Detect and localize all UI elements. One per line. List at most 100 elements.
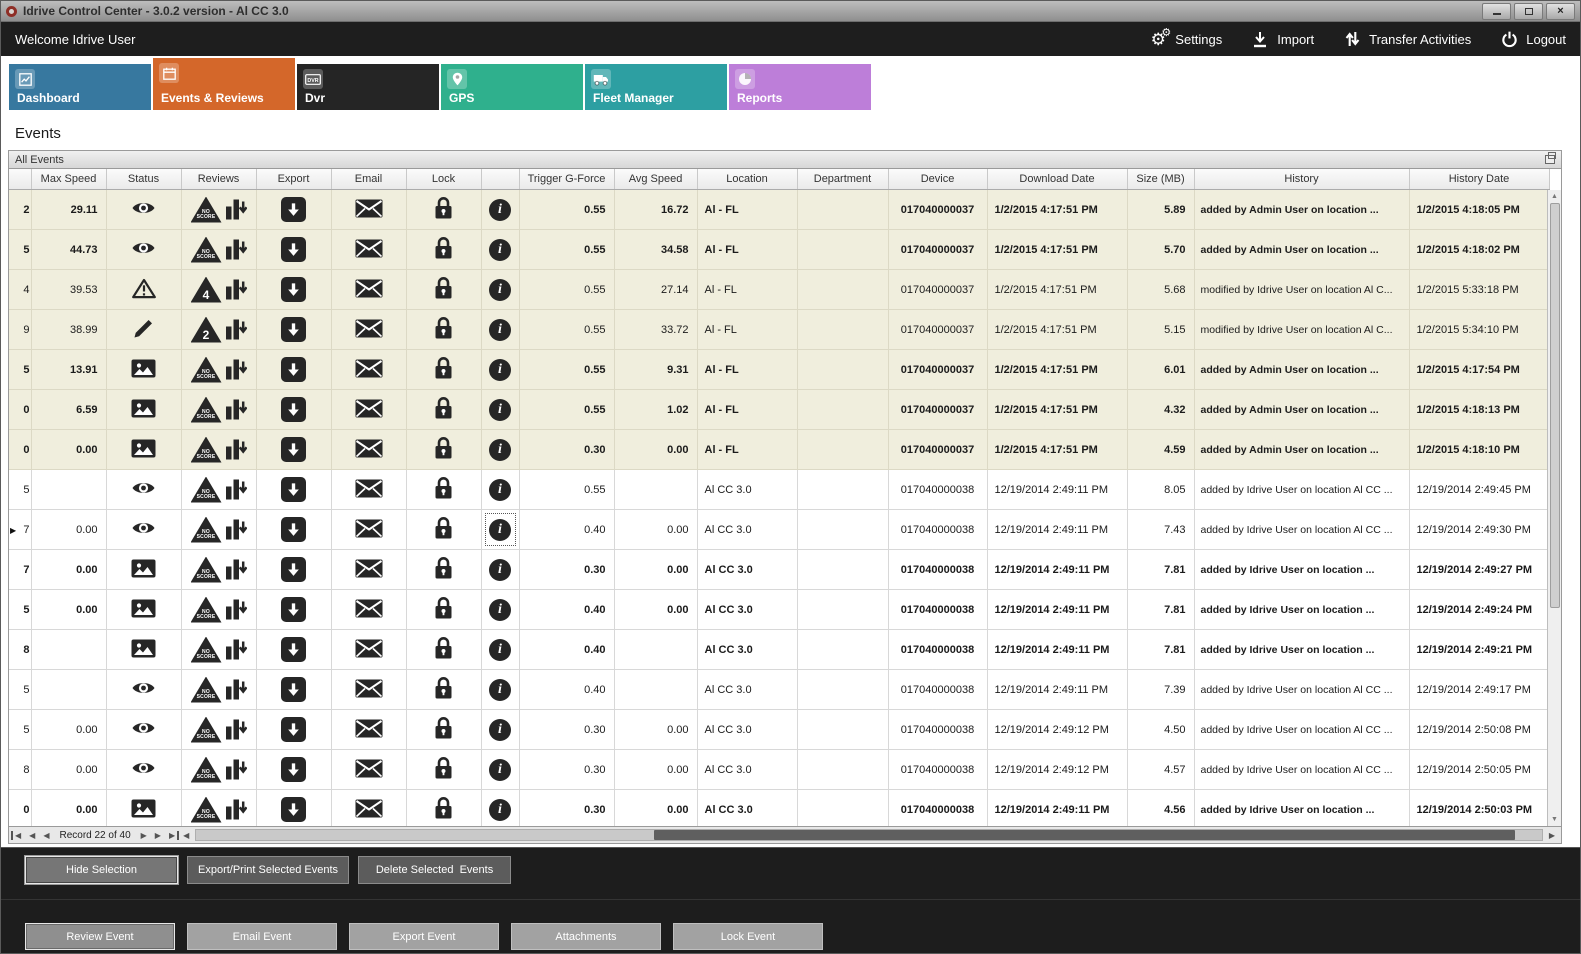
row-selector-cell[interactable]: ▶ bbox=[9, 429, 18, 470]
column-header-download-date[interactable]: Download Date bbox=[987, 169, 1128, 190]
lock-icon[interactable] bbox=[434, 196, 453, 223]
cell-history[interactable]: added by Idrive User on location Al CC .… bbox=[1194, 749, 1410, 790]
cell-info[interactable]: i bbox=[481, 309, 520, 350]
row-selector-cell[interactable]: ▶ bbox=[9, 269, 18, 310]
cell-history[interactable]: added by Idrive User on location ... bbox=[1194, 629, 1410, 670]
column-header-status[interactable]: Status bbox=[106, 169, 182, 190]
cell-export[interactable] bbox=[256, 309, 332, 350]
cell-info[interactable]: i bbox=[481, 549, 520, 590]
cell-email[interactable] bbox=[331, 509, 407, 550]
cell-lock[interactable] bbox=[406, 189, 482, 230]
cell-lock[interactable] bbox=[406, 469, 482, 510]
email-envelope-icon[interactable] bbox=[355, 559, 383, 581]
cell-department[interactable] bbox=[797, 709, 889, 750]
row-selector-cell[interactable]: ▶ bbox=[9, 349, 18, 390]
cell-email[interactable] bbox=[331, 709, 407, 750]
row-selector-cell[interactable]: ▶ bbox=[9, 789, 18, 826]
cell-lock[interactable] bbox=[406, 509, 482, 550]
column-header-size-mb[interactable]: Size (MB) bbox=[1127, 169, 1195, 190]
lock-icon[interactable] bbox=[434, 276, 453, 303]
column-header-reviews[interactable]: Reviews bbox=[181, 169, 257, 190]
info-icon[interactable]: i bbox=[489, 438, 511, 461]
info-icon[interactable]: i bbox=[489, 518, 511, 541]
cell-status[interactable] bbox=[106, 429, 182, 470]
cell-trigger-g-force[interactable]: 0.30 bbox=[519, 749, 615, 790]
cell-department[interactable] bbox=[797, 389, 889, 430]
import-button[interactable]: Import bbox=[1250, 30, 1314, 48]
cell-department[interactable] bbox=[797, 229, 889, 270]
cell-max-speed[interactable]: 0.00 bbox=[31, 509, 107, 550]
cell-lock[interactable] bbox=[406, 669, 482, 710]
scroll-down-icon[interactable]: ▼ bbox=[1551, 816, 1558, 823]
cell-download-date[interactable]: 1/2/2015 4:17:51 PM bbox=[987, 309, 1128, 350]
lock-icon[interactable] bbox=[434, 356, 453, 383]
cell-id-fragment[interactable]: 8 bbox=[18, 749, 32, 790]
restore-panel-icon[interactable] bbox=[1545, 152, 1556, 164]
cell-trigger-g-force[interactable]: 0.55 bbox=[519, 189, 615, 230]
email-envelope-icon[interactable] bbox=[355, 359, 383, 381]
cell-history[interactable]: added by Idrive User on location Al CC .… bbox=[1194, 709, 1410, 750]
cell-trigger-g-force[interactable]: 0.55 bbox=[519, 469, 615, 510]
info-icon[interactable]: i bbox=[489, 598, 511, 621]
cell-id-fragment[interactable]: 2 bbox=[18, 189, 32, 230]
cell-department[interactable] bbox=[797, 789, 889, 826]
cell-lock[interactable] bbox=[406, 589, 482, 630]
cell-info[interactable]: i bbox=[481, 189, 520, 230]
cell-device[interactable]: 017040000037 bbox=[888, 269, 988, 310]
cell-export[interactable] bbox=[256, 269, 332, 310]
export-icon[interactable] bbox=[281, 597, 306, 622]
cell-download-date[interactable]: 12/19/2014 2:49:11 PM bbox=[987, 589, 1128, 630]
cell-download-date[interactable]: 12/19/2014 2:49:11 PM bbox=[987, 629, 1128, 670]
cell-info[interactable]: i bbox=[481, 589, 520, 630]
cell-status[interactable] bbox=[106, 189, 182, 230]
cell-id-fragment[interactable]: 5 bbox=[18, 349, 32, 390]
export-icon[interactable] bbox=[281, 437, 306, 462]
cell-id-fragment[interactable]: 7 bbox=[18, 509, 32, 550]
transfer-activities-button[interactable]: Transfer Activities bbox=[1342, 30, 1471, 48]
cell-lock[interactable] bbox=[406, 389, 482, 430]
row-selector-cell[interactable]: ▶ bbox=[9, 589, 18, 630]
cell-history-date[interactable]: 12/19/2014 2:49:27 PM bbox=[1409, 549, 1550, 590]
cell-trigger-g-force[interactable]: 0.40 bbox=[519, 589, 615, 630]
cell-download-date[interactable]: 12/19/2014 2:49:11 PM bbox=[987, 509, 1128, 550]
cell-max-speed[interactable]: 44.73 bbox=[31, 229, 107, 270]
cell-info[interactable]: i bbox=[481, 509, 520, 550]
cell-size-mb[interactable]: 4.57 bbox=[1127, 749, 1195, 790]
cell-department[interactable] bbox=[797, 629, 889, 670]
cell-info[interactable]: i bbox=[481, 389, 520, 430]
cell-department[interactable] bbox=[797, 749, 889, 790]
cell-reviews[interactable]: NO SCORE bbox=[181, 429, 257, 470]
cell-download-date[interactable]: 1/2/2015 4:17:51 PM bbox=[987, 389, 1128, 430]
cell-email[interactable] bbox=[331, 629, 407, 670]
cell-device[interactable]: 017040000038 bbox=[888, 629, 988, 670]
cell-status[interactable] bbox=[106, 789, 182, 826]
cell-status[interactable] bbox=[106, 509, 182, 550]
cell-status[interactable] bbox=[106, 629, 182, 670]
cell-history[interactable]: added by Idrive User on location Al CC .… bbox=[1194, 509, 1410, 550]
cell-department[interactable] bbox=[797, 349, 889, 390]
info-icon[interactable]: i bbox=[489, 638, 511, 661]
email-envelope-icon[interactable] bbox=[355, 319, 383, 341]
cell-id-fragment[interactable]: 4 bbox=[18, 269, 32, 310]
email-event-button[interactable]: Email Event bbox=[187, 923, 337, 950]
export-icon[interactable] bbox=[281, 277, 306, 302]
export-icon[interactable] bbox=[281, 757, 306, 782]
cell-size-mb[interactable]: 5.70 bbox=[1127, 229, 1195, 270]
lock-icon[interactable] bbox=[434, 396, 453, 423]
cell-status[interactable] bbox=[106, 469, 182, 510]
horizontal-scrollbar[interactable] bbox=[195, 829, 1543, 841]
cell-reviews[interactable]: NO SCORE bbox=[181, 469, 257, 510]
cell-avg-speed[interactable]: 0.00 bbox=[614, 749, 698, 790]
cell-device[interactable]: 017040000037 bbox=[888, 309, 988, 350]
cell-download-date[interactable]: 12/19/2014 2:49:11 PM bbox=[987, 669, 1128, 710]
cell-reviews[interactable]: NO SCORE bbox=[181, 589, 257, 630]
cell-download-date[interactable]: 12/19/2014 2:49:12 PM bbox=[987, 709, 1128, 750]
export-icon[interactable] bbox=[281, 317, 306, 342]
cell-export[interactable] bbox=[256, 749, 332, 790]
cell-lock[interactable] bbox=[406, 629, 482, 670]
table-row[interactable]: ▶ 4 39.53 4 i 0.55 27.14 Al - FL 0170400… bbox=[9, 269, 1550, 310]
cell-size-mb[interactable]: 4.59 bbox=[1127, 429, 1195, 470]
